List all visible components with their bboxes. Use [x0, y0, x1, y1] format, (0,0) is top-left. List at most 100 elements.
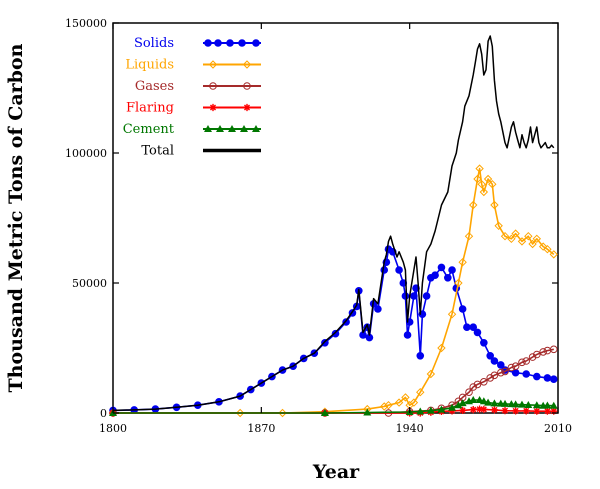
point-liquids	[488, 179, 497, 189]
point-solids	[486, 352, 494, 360]
point-solids	[469, 323, 478, 332]
y-tick-label: 150000	[65, 17, 107, 30]
legend-marker-solids	[238, 39, 246, 47]
point-liquids	[447, 309, 457, 319]
point-gases	[507, 363, 516, 372]
legend-item-solids: Solids	[134, 36, 261, 51]
point-cement	[454, 401, 463, 409]
legend-marker-cement	[216, 125, 224, 132]
legend-marker-solids	[226, 39, 234, 47]
point-liquids	[507, 234, 516, 244]
point-solids	[549, 375, 558, 384]
point-solids	[403, 331, 412, 339]
point-cement	[501, 399, 510, 407]
line-liquids	[113, 167, 555, 414]
y-axis-title: Thousand Metric Tons of Carbon	[5, 43, 27, 392]
line-total	[112, 35, 555, 412]
point-solids	[448, 266, 456, 274]
legend: Solids Liquids Gases Flaring Cement Total	[123, 36, 261, 159]
point-flaring	[490, 406, 499, 414]
point-liquids	[479, 187, 489, 197]
point-cement	[543, 401, 552, 409]
x-tick-label: 1940	[396, 422, 424, 435]
legend-marker-cement	[252, 125, 260, 132]
point-liquids	[437, 343, 446, 353]
point-flaring	[533, 407, 541, 415]
x-tick-label: 1800	[99, 422, 127, 435]
point-flaring	[522, 407, 530, 415]
point-liquids	[517, 237, 527, 246]
point-solids	[331, 329, 340, 338]
point-gases	[518, 358, 526, 367]
legend-item-gases: Gases	[135, 79, 261, 94]
point-solids	[473, 328, 482, 337]
point-liquids	[511, 229, 520, 238]
legend-marker-solids	[204, 39, 212, 47]
point-cement	[448, 403, 457, 411]
point-solids	[480, 339, 488, 347]
point-solids	[431, 271, 439, 280]
point-liquids	[532, 234, 542, 244]
y-tick-label: 100000	[65, 147, 107, 160]
point-cement	[549, 401, 558, 409]
x-axis-title: Year	[312, 461, 360, 483]
legend-marker-cement	[240, 125, 248, 132]
point-gases	[473, 380, 482, 389]
point-flaring	[501, 407, 509, 415]
point-solids	[496, 361, 505, 369]
point-liquids	[483, 174, 493, 184]
point-liquids	[278, 408, 287, 418]
point-liquids	[524, 231, 533, 241]
point-liquids	[494, 221, 503, 231]
point-gases	[465, 388, 473, 397]
point-liquids	[500, 231, 510, 241]
legend-marker-gases	[243, 82, 251, 90]
point-liquids	[477, 179, 486, 189]
legend-label-gases: Gases	[135, 79, 174, 94]
series-solids	[109, 245, 558, 415]
point-liquids	[538, 242, 548, 251]
point-solids	[511, 368, 520, 377]
point-flaring	[459, 406, 467, 414]
point-liquids	[549, 250, 558, 259]
point-solids	[395, 266, 403, 274]
point-gases	[533, 350, 541, 359]
legend-item-flaring: Flaring	[126, 101, 261, 116]
point-flaring	[550, 407, 558, 415]
point-liquids	[543, 244, 552, 254]
tick-layer: 1800 1870 1940 2010 0 50000 100000 150000	[65, 17, 572, 435]
point-solids	[490, 357, 499, 365]
point-cement	[532, 401, 541, 409]
point-cement	[363, 408, 372, 416]
legend-marker-cement	[204, 125, 212, 132]
point-solids	[380, 266, 389, 274]
point-liquids	[475, 164, 484, 173]
legend-marker-flaring	[209, 103, 217, 112]
point-flaring	[480, 405, 488, 413]
legend-marker-liquids	[242, 60, 252, 69]
point-gases	[480, 378, 488, 386]
point-liquids	[490, 200, 499, 210]
point-gases	[528, 353, 537, 361]
legend-label-total: Total	[141, 144, 174, 159]
line-solids	[112, 248, 554, 412]
legend-marker-solids	[252, 39, 260, 47]
point-gases	[486, 374, 494, 382]
series-total	[112, 35, 555, 412]
point-liquids	[416, 387, 425, 397]
legend-item-total: Total	[141, 144, 261, 159]
x-tick-label: 2010	[544, 422, 572, 435]
point-solids	[458, 305, 467, 313]
point-liquids	[384, 400, 393, 410]
point-cement	[416, 407, 425, 415]
point-cement	[524, 400, 533, 408]
legend-label-solids: Solids	[134, 36, 174, 51]
point-liquids	[473, 174, 482, 184]
legend-marker-gases	[209, 82, 217, 90]
legend-marker-solids	[214, 39, 222, 47]
point-liquids	[401, 393, 410, 402]
series-layer	[108, 35, 558, 418]
legend-label-liquids: Liquids	[125, 58, 174, 73]
point-solids	[416, 352, 425, 360]
point-cement	[426, 406, 435, 414]
